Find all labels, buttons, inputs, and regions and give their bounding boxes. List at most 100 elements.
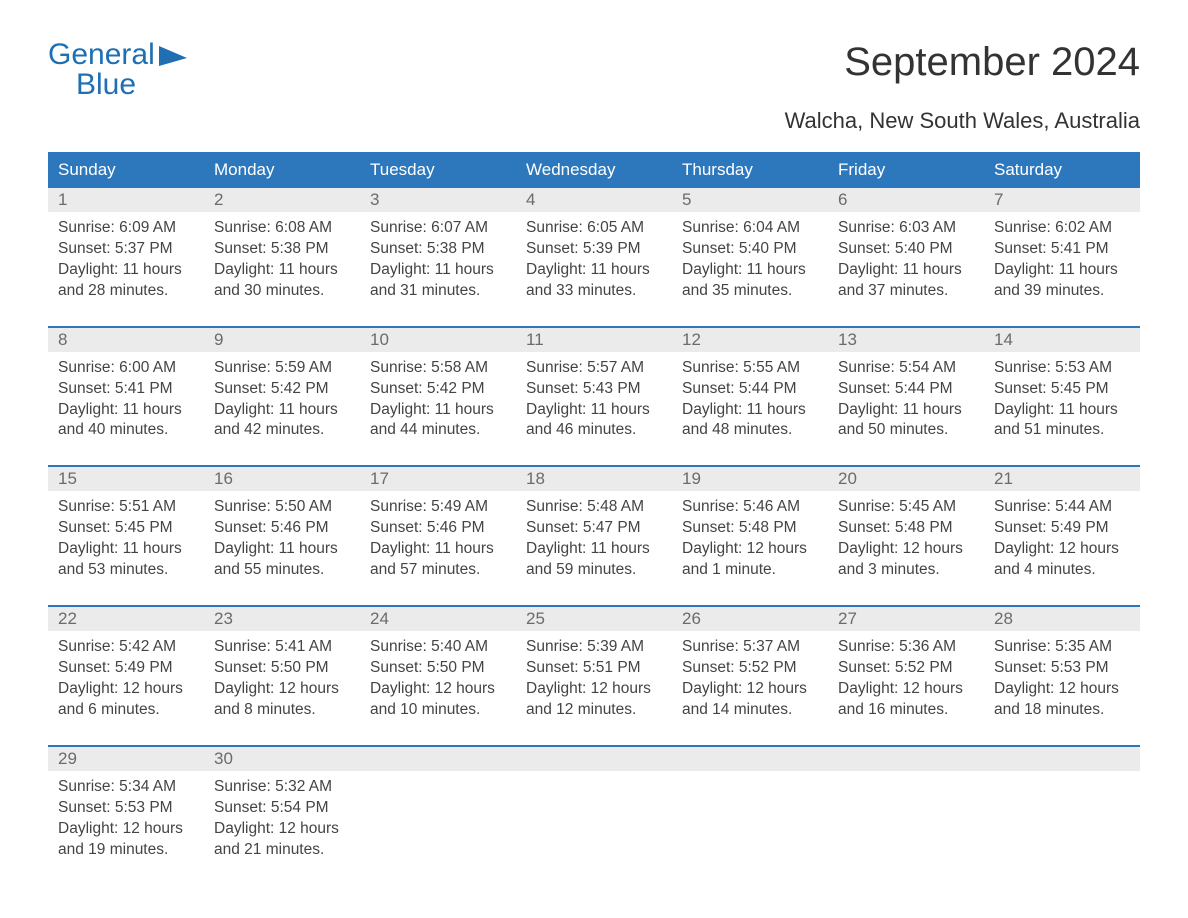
calendar-week: 22Sunrise: 5:42 AMSunset: 5:49 PMDayligh… [48,605,1140,731]
day-number: 6 [828,188,984,212]
daylight-line: Daylight: 12 hours and 3 minutes. [838,539,974,581]
calendar-day-cell: 27Sunrise: 5:36 AMSunset: 5:52 PMDayligh… [828,607,984,731]
sunrise-line: Sunrise: 5:59 AM [214,358,350,379]
calendar-day-cell: 12Sunrise: 5:55 AMSunset: 5:44 PMDayligh… [672,328,828,452]
calendar-week: 1Sunrise: 6:09 AMSunset: 5:37 PMDaylight… [48,188,1140,312]
day-number: 18 [516,467,672,491]
day-number: 4 [516,188,672,212]
weekday-cell: Wednesday [516,152,672,188]
sunrise-line: Sunrise: 5:45 AM [838,497,974,518]
weekday-cell: Thursday [672,152,828,188]
sunset-line: Sunset: 5:38 PM [370,239,506,260]
sunset-line: Sunset: 5:41 PM [994,239,1130,260]
daylight-line: Daylight: 11 hours and 48 minutes. [682,400,818,442]
day-number: 29 [48,747,204,771]
sunrise-line: Sunrise: 5:40 AM [370,637,506,658]
day-body: Sunrise: 5:32 AMSunset: 5:54 PMDaylight:… [204,771,360,871]
weekday-cell: Friday [828,152,984,188]
day-body: Sunrise: 6:04 AMSunset: 5:40 PMDaylight:… [672,212,828,312]
daylight-line: Daylight: 11 hours and 35 minutes. [682,260,818,302]
logo-flag-icon [159,46,193,74]
day-body: Sunrise: 6:02 AMSunset: 5:41 PMDaylight:… [984,212,1140,312]
calendar-day-cell: 11Sunrise: 5:57 AMSunset: 5:43 PMDayligh… [516,328,672,452]
day-body: Sunrise: 5:45 AMSunset: 5:48 PMDaylight:… [828,491,984,591]
day-body: Sunrise: 5:41 AMSunset: 5:50 PMDaylight:… [204,631,360,731]
calendar-week: 29Sunrise: 5:34 AMSunset: 5:53 PMDayligh… [48,745,1140,871]
sunrise-line: Sunrise: 5:46 AM [682,497,818,518]
sunset-line: Sunset: 5:50 PM [370,658,506,679]
daylight-line: Daylight: 12 hours and 19 minutes. [58,819,194,861]
sunset-line: Sunset: 5:53 PM [58,798,194,819]
day-body: Sunrise: 5:48 AMSunset: 5:47 PMDaylight:… [516,491,672,591]
weekday-cell: Tuesday [360,152,516,188]
day-body: Sunrise: 5:49 AMSunset: 5:46 PMDaylight:… [360,491,516,591]
sunset-line: Sunset: 5:54 PM [214,798,350,819]
day-number: 11 [516,328,672,352]
sunset-line: Sunset: 5:47 PM [526,518,662,539]
weeks-container: 1Sunrise: 6:09 AMSunset: 5:37 PMDaylight… [48,188,1140,870]
header: General Blue September 2024 [48,40,1140,100]
day-number-empty [828,747,984,771]
day-body: Sunrise: 5:51 AMSunset: 5:45 PMDaylight:… [48,491,204,591]
day-body: Sunrise: 5:40 AMSunset: 5:50 PMDaylight:… [360,631,516,731]
sunrise-line: Sunrise: 5:44 AM [994,497,1130,518]
calendar-day-cell: 8Sunrise: 6:00 AMSunset: 5:41 PMDaylight… [48,328,204,452]
day-number: 10 [360,328,516,352]
sunset-line: Sunset: 5:46 PM [370,518,506,539]
sunset-line: Sunset: 5:42 PM [370,379,506,400]
daylight-line: Daylight: 11 hours and 39 minutes. [994,260,1130,302]
calendar-day-cell [672,747,828,871]
sunrise-line: Sunrise: 6:07 AM [370,218,506,239]
sunset-line: Sunset: 5:45 PM [994,379,1130,400]
sunset-line: Sunset: 5:43 PM [526,379,662,400]
daylight-line: Daylight: 11 hours and 37 minutes. [838,260,974,302]
day-number: 1 [48,188,204,212]
sunrise-line: Sunrise: 6:05 AM [526,218,662,239]
daylight-line: Daylight: 12 hours and 18 minutes. [994,679,1130,721]
sunrise-line: Sunrise: 5:39 AM [526,637,662,658]
day-body: Sunrise: 5:54 AMSunset: 5:44 PMDaylight:… [828,352,984,452]
location-text: Walcha, New South Wales, Australia [48,108,1140,134]
sunrise-line: Sunrise: 5:32 AM [214,777,350,798]
calendar-day-cell: 30Sunrise: 5:32 AMSunset: 5:54 PMDayligh… [204,747,360,871]
day-body: Sunrise: 5:42 AMSunset: 5:49 PMDaylight:… [48,631,204,731]
day-body: Sunrise: 6:09 AMSunset: 5:37 PMDaylight:… [48,212,204,312]
sunset-line: Sunset: 5:44 PM [838,379,974,400]
sunset-line: Sunset: 5:49 PM [58,658,194,679]
day-number: 24 [360,607,516,631]
sunset-line: Sunset: 5:37 PM [58,239,194,260]
day-body: Sunrise: 5:59 AMSunset: 5:42 PMDaylight:… [204,352,360,452]
sunrise-line: Sunrise: 5:55 AM [682,358,818,379]
day-number: 30 [204,747,360,771]
calendar-day-cell: 1Sunrise: 6:09 AMSunset: 5:37 PMDaylight… [48,188,204,312]
day-number: 22 [48,607,204,631]
calendar-day-cell: 10Sunrise: 5:58 AMSunset: 5:42 PMDayligh… [360,328,516,452]
day-number: 12 [672,328,828,352]
day-number: 27 [828,607,984,631]
daylight-line: Daylight: 11 hours and 28 minutes. [58,260,194,302]
sunrise-line: Sunrise: 5:35 AM [994,637,1130,658]
daylight-line: Daylight: 11 hours and 55 minutes. [214,539,350,581]
day-body: Sunrise: 6:08 AMSunset: 5:38 PMDaylight:… [204,212,360,312]
weekday-header-row: SundayMondayTuesdayWednesdayThursdayFrid… [48,152,1140,188]
sunset-line: Sunset: 5:48 PM [838,518,974,539]
day-number: 17 [360,467,516,491]
day-number: 9 [204,328,360,352]
daylight-line: Daylight: 12 hours and 12 minutes. [526,679,662,721]
weekday-cell: Sunday [48,152,204,188]
day-number-empty [516,747,672,771]
calendar-day-cell: 6Sunrise: 6:03 AMSunset: 5:40 PMDaylight… [828,188,984,312]
day-number: 19 [672,467,828,491]
day-number: 8 [48,328,204,352]
daylight-line: Daylight: 12 hours and 21 minutes. [214,819,350,861]
daylight-line: Daylight: 11 hours and 42 minutes. [214,400,350,442]
daylight-line: Daylight: 11 hours and 33 minutes. [526,260,662,302]
sunrise-line: Sunrise: 5:42 AM [58,637,194,658]
day-body: Sunrise: 5:58 AMSunset: 5:42 PMDaylight:… [360,352,516,452]
calendar-day-cell: 21Sunrise: 5:44 AMSunset: 5:49 PMDayligh… [984,467,1140,591]
calendar-day-cell: 26Sunrise: 5:37 AMSunset: 5:52 PMDayligh… [672,607,828,731]
sunset-line: Sunset: 5:51 PM [526,658,662,679]
calendar-day-cell: 3Sunrise: 6:07 AMSunset: 5:38 PMDaylight… [360,188,516,312]
day-number-empty [360,747,516,771]
day-number: 23 [204,607,360,631]
